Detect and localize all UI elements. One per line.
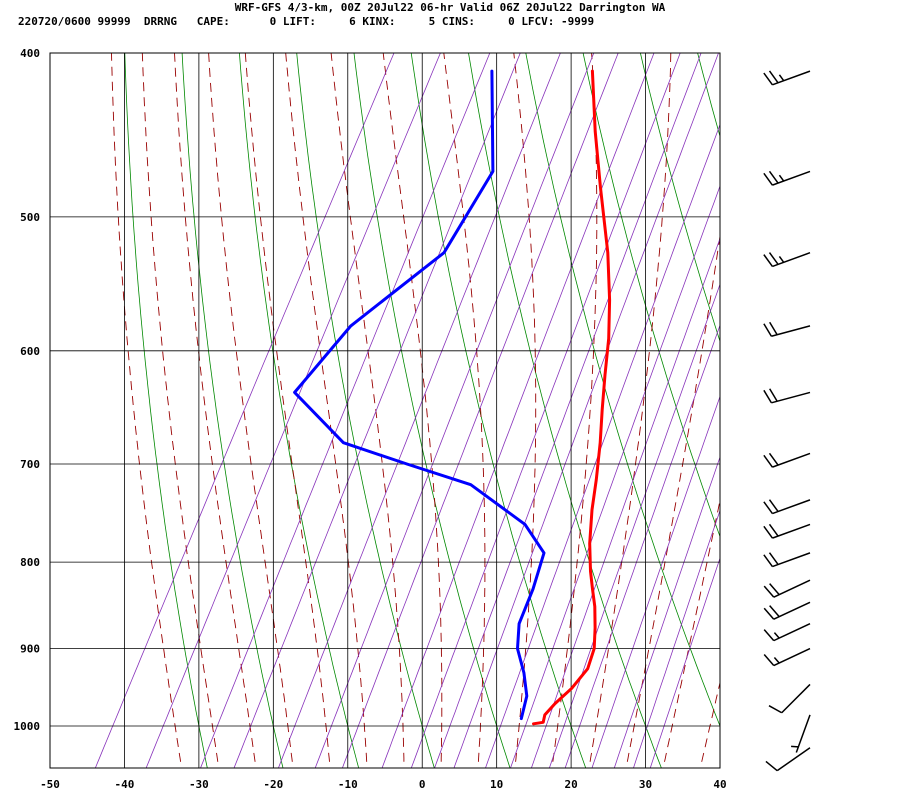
mixing-ratio-line xyxy=(649,556,720,768)
mixing-ratio-line xyxy=(410,53,681,768)
x-tick-label: 0 xyxy=(419,778,426,791)
dry-adiabat-line xyxy=(801,15,900,769)
dry-adiabat-line xyxy=(181,53,284,768)
dewpoint-profile-line xyxy=(293,69,546,721)
dry-adiabat-line xyxy=(238,53,360,768)
moist-adiabat-line xyxy=(552,53,598,762)
mixing-ratio-line xyxy=(277,53,561,768)
wind-barb xyxy=(763,499,811,515)
mixing-ratio-line xyxy=(381,53,655,768)
moist-adiabat-line xyxy=(244,53,330,762)
mixing-ratio-line xyxy=(530,237,720,768)
mixing-ratio-line xyxy=(485,123,720,768)
moist-adiabat-line xyxy=(443,53,486,762)
mixing-ratio-line xyxy=(341,53,619,768)
x-tick-label: 30 xyxy=(639,778,652,791)
wind-barb xyxy=(763,252,811,268)
y-tick-label: 500 xyxy=(20,211,40,224)
x-tick-label: -50 xyxy=(40,778,60,791)
dry-adiabat-line xyxy=(468,53,662,768)
chart-title: WRF-GFS 4/3-km, 00Z 20Jul22 06-hr Valid … xyxy=(234,1,666,14)
dry-adiabat-line xyxy=(745,15,900,769)
mixing-ratio-line xyxy=(233,53,521,768)
wind-barb xyxy=(763,647,811,667)
y-tick-label: 700 xyxy=(20,458,40,471)
wind-barb xyxy=(763,321,811,337)
x-tick-label: 10 xyxy=(490,778,503,791)
x-tick-label: 20 xyxy=(564,778,577,791)
mixing-ratio-line xyxy=(564,324,720,768)
dry-adiabat-line xyxy=(858,15,900,769)
mixing-ratio-line xyxy=(633,509,720,768)
mixing-ratio-line xyxy=(434,53,702,768)
wind-barb xyxy=(765,747,811,772)
moist-adiabat-line xyxy=(589,53,672,762)
mixing-ratio-line xyxy=(613,455,720,768)
mixing-ratio-line xyxy=(94,53,395,768)
wind-barb xyxy=(763,623,811,642)
wind-barb xyxy=(763,579,811,598)
dry-adiabat-line xyxy=(582,53,720,538)
moist-adiabat-line xyxy=(701,680,720,762)
moist-adiabat-line xyxy=(382,53,443,762)
moist-adiabat-line xyxy=(330,53,405,762)
y-tick-label: 400 xyxy=(20,47,40,60)
x-tick-label: -20 xyxy=(263,778,283,791)
dry-adiabat-line xyxy=(410,53,587,768)
wind-barb xyxy=(763,70,811,86)
mixing-ratio-line xyxy=(591,395,720,768)
mixing-ratio-line xyxy=(510,184,720,768)
moist-adiabat-line xyxy=(626,233,720,762)
moist-adiabat-line xyxy=(141,53,219,762)
wind-barb xyxy=(763,552,811,568)
wind-barb xyxy=(763,388,811,404)
moist-adiabat-line xyxy=(208,53,293,762)
y-tick-label: 800 xyxy=(20,556,40,569)
wind-barb xyxy=(763,452,811,468)
moist-adiabat-line xyxy=(664,498,720,762)
wind-barb xyxy=(763,523,811,539)
y-tick-label: 1000 xyxy=(14,720,41,733)
temperature-profile-line xyxy=(532,69,612,726)
mixing-ratio-line xyxy=(145,53,441,768)
moist-adiabat-line xyxy=(111,53,182,762)
wind-barb xyxy=(763,601,811,620)
x-tick-label: 40 xyxy=(713,778,726,791)
y-tick-label: 600 xyxy=(20,345,40,358)
x-tick-label: -40 xyxy=(115,778,135,791)
x-tick-label: -10 xyxy=(338,778,358,791)
moist-adiabat-line xyxy=(513,53,537,762)
wind-barb xyxy=(763,170,811,186)
dry-adiabat-line xyxy=(639,53,720,343)
x-tick-label: -30 xyxy=(189,778,209,791)
wind-barb xyxy=(768,683,811,714)
dry-adiabat-line xyxy=(124,53,208,768)
dry-adiabat-line xyxy=(353,53,511,768)
plot-frame xyxy=(49,52,721,769)
chart-subtitle-indices: 220720/0600 99999 DRRNG CAPE: 0 LIFT: 6 … xyxy=(18,15,595,28)
wind-barb xyxy=(791,714,811,753)
moist-adiabat-line xyxy=(174,53,256,762)
mixing-ratio-line xyxy=(314,53,595,768)
mixing-ratio-line xyxy=(548,283,720,768)
mixing-ratio-line xyxy=(200,53,491,768)
dry-adiabat-line xyxy=(296,53,435,768)
mixing-ratio-line xyxy=(453,53,719,768)
moist-adiabat-line xyxy=(285,53,368,762)
y-tick-label: 900 xyxy=(20,643,40,656)
